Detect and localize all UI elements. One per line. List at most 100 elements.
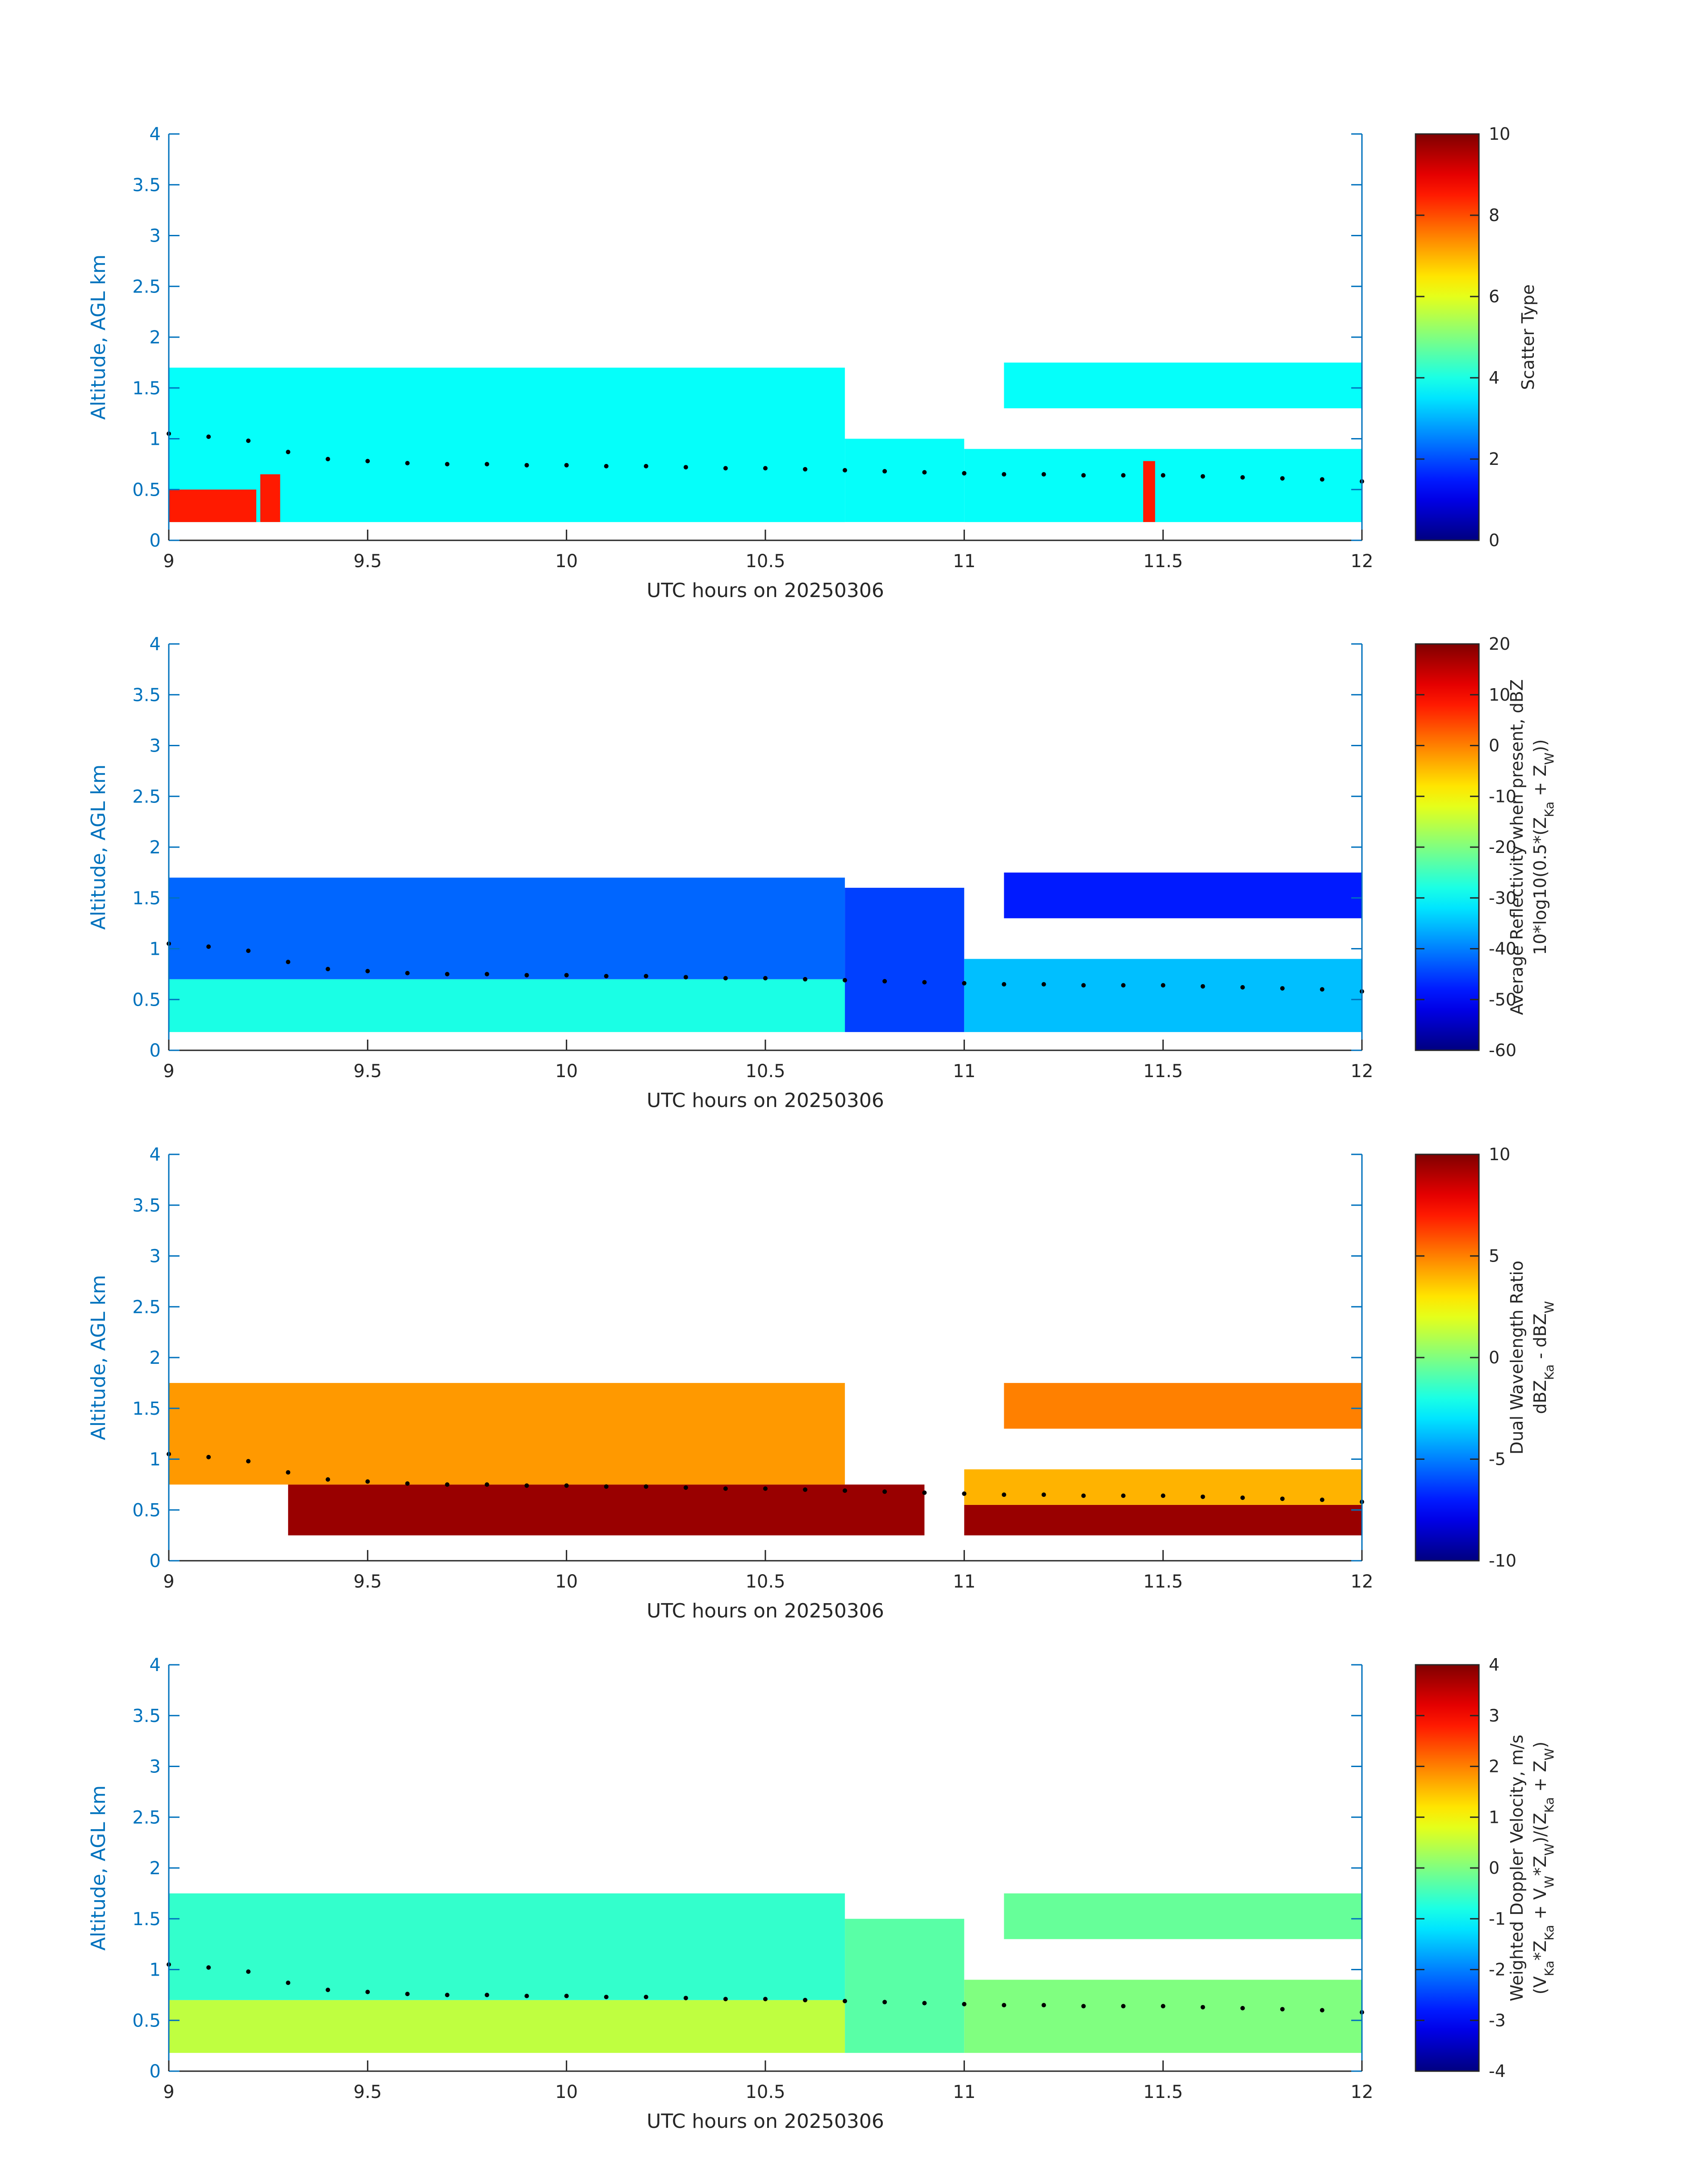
colorbar-label: dBZKa - dBZW	[1530, 1301, 1557, 1414]
cloud-base-point	[1081, 473, 1086, 478]
cloud-base-point	[1280, 476, 1285, 481]
colorbar-tick-label: -30	[1489, 888, 1516, 908]
cloud-base-point	[962, 981, 967, 986]
x-tick-label: 9.5	[354, 2082, 382, 2102]
colorbar-label: Scatter Type	[1518, 284, 1538, 390]
cloud-base-point	[524, 973, 529, 978]
cloud-base-point	[604, 1484, 609, 1489]
cloud-base-point	[882, 979, 887, 984]
heatmap-region	[169, 1893, 845, 2000]
cloud-base-point	[1280, 2007, 1285, 2012]
cloud-base-point	[803, 467, 808, 472]
y-tick-label: 1.5	[132, 1399, 161, 1419]
y-tick-label: 4	[150, 634, 161, 655]
y-tick-label: 2	[150, 837, 161, 858]
y-tick-label: 3.5	[132, 175, 161, 196]
cloud-base-point	[326, 1477, 330, 1482]
y-tick-label: 0.5	[132, 990, 161, 1010]
cloud-base-point	[604, 974, 609, 978]
cloud-base-point	[604, 464, 609, 468]
heatmap-region	[288, 1484, 925, 1536]
x-axis-label: UTC hours on 20250306	[647, 1600, 884, 1622]
y-tick-label: 4	[150, 124, 161, 145]
y-tick-label: 3.5	[132, 1706, 161, 1726]
cloud-base-point	[723, 466, 728, 471]
cloud-base-point	[962, 471, 967, 476]
cloud-base-point	[922, 2001, 927, 2006]
cloud-base-point	[882, 469, 887, 474]
x-tick-label: 10.5	[745, 1571, 785, 1592]
cloud-base-point	[564, 973, 569, 978]
colorbar-tick-label: 6	[1489, 287, 1499, 306]
x-tick-label: 10.5	[745, 2082, 785, 2102]
cloud-base-point	[206, 435, 211, 439]
cloud-base-point	[922, 980, 927, 985]
y-tick-label: 3	[150, 1757, 161, 1777]
cloud-base-point	[922, 470, 927, 475]
heatmap-region	[845, 888, 965, 1032]
x-tick-label: 12	[1351, 1061, 1374, 1082]
cloud-base-point	[1240, 985, 1245, 990]
y-tick-label: 3.5	[132, 685, 161, 706]
x-tick-label: 12	[1351, 1571, 1374, 1592]
cloud-base-point	[723, 976, 728, 981]
cloud-base-point	[1002, 2003, 1006, 2008]
cloud-base-point	[445, 462, 450, 467]
x-tick-label: 11.5	[1143, 1061, 1183, 1082]
colorbar	[1415, 1664, 1480, 2072]
cloud-base-point	[246, 1969, 251, 1974]
y-tick-label: 1	[150, 1450, 161, 1470]
y-tick-label: 0	[150, 531, 161, 551]
colorbar-tick-label: -1	[1489, 1909, 1506, 1929]
cloud-base-point	[1041, 472, 1046, 477]
y-tick-label: 2.5	[132, 786, 161, 807]
y-tick-label: 1.5	[132, 888, 161, 909]
colorbar-tick-label: -40	[1489, 939, 1516, 959]
colorbar-tick-label: 3	[1489, 1706, 1499, 1726]
cloud-base-point	[484, 1482, 489, 1487]
cloud-base-point	[922, 1490, 927, 1495]
y-tick-label: 0	[150, 1040, 161, 1061]
y-tick-label: 1	[150, 1960, 161, 1981]
cloud-base-point	[484, 1993, 489, 1997]
x-tick-label: 9	[163, 1571, 174, 1592]
y-tick-label: 0.5	[132, 1500, 161, 1521]
y-tick-label: 1.5	[132, 378, 161, 399]
heatmap-region	[845, 439, 965, 522]
x-tick-label: 9.5	[354, 1061, 382, 1082]
cloud-base-point	[643, 1994, 648, 1999]
colorbar-tick-label: 2	[1489, 1757, 1499, 1776]
colorbar-tick-label: 0	[1489, 1858, 1499, 1878]
x-tick-label: 9	[163, 2082, 174, 2102]
x-tick-label: 10	[555, 551, 578, 572]
x-tick-label: 9	[163, 551, 174, 572]
cloud-base-point	[1200, 474, 1205, 479]
colorbar-tick-label: 0	[1489, 736, 1499, 756]
cloud-base-point	[803, 1997, 808, 2002]
x-axis-label: UTC hours on 20250306	[647, 1089, 884, 1112]
heatmap-region	[1004, 1383, 1362, 1429]
colorbar-tick-label: 4	[1489, 368, 1499, 388]
cloud-base-point	[1161, 2004, 1165, 2009]
cloud-base-point	[643, 1484, 648, 1489]
cloud-base-point	[286, 450, 291, 455]
cloud-base-point	[326, 457, 330, 461]
y-tick-label: 2	[150, 1348, 161, 1368]
cloud-base-point	[1002, 472, 1006, 477]
cloud-base-point	[763, 1997, 768, 2002]
cloud-base-point	[683, 975, 688, 980]
colorbar-tick-label: 10	[1489, 124, 1510, 144]
x-tick-label: 10.5	[745, 551, 785, 572]
cloud-base-point	[1041, 1492, 1046, 1497]
heatmap-region	[169, 2000, 845, 2053]
x-tick-label: 10	[555, 2082, 578, 2102]
x-axis-label: UTC hours on 20250306	[647, 579, 884, 602]
cloud-base-point	[643, 464, 648, 468]
cloud-base-point	[246, 949, 251, 953]
cloud-base-point	[286, 1981, 291, 1985]
x-tick-label: 11.5	[1143, 2082, 1183, 2102]
x-tick-label: 12	[1351, 2082, 1374, 2102]
cloud-base-point	[564, 463, 569, 468]
cloud-base-point	[564, 1993, 569, 1998]
